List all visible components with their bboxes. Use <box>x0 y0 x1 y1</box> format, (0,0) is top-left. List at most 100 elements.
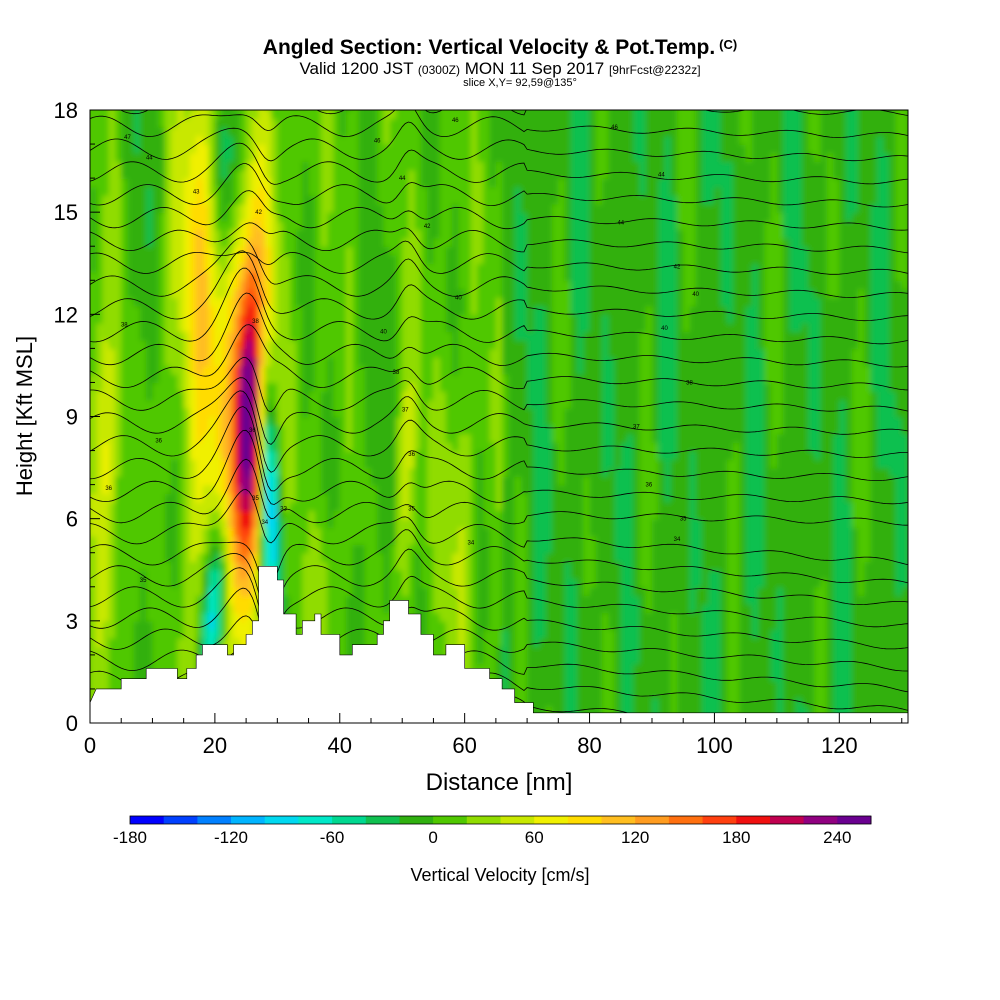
colorbar-swatch <box>702 816 737 824</box>
x-tick-label: 60 <box>452 733 476 758</box>
colorbar-swatch <box>399 816 434 824</box>
contour-label: 40 <box>380 329 387 335</box>
chart-title: Angled Section: Vertical Velocity & Pot.… <box>262 36 738 59</box>
contour-label: 35 <box>408 507 415 513</box>
theta-contour <box>90 267 908 345</box>
theta-contour <box>90 163 908 208</box>
colorbar-swatch <box>466 816 501 824</box>
colorbar-swatch <box>264 816 299 824</box>
colorbar-swatch <box>534 816 569 824</box>
colorbar-swatch <box>332 816 367 824</box>
contour-label: 40 <box>661 326 668 332</box>
contour-label: 36 <box>646 483 653 489</box>
theta-contour <box>90 429 908 505</box>
x-tick-label: 100 <box>696 733 733 758</box>
theta-contour <box>90 292 908 368</box>
colorbar-swatch <box>635 816 670 824</box>
colorbar-tick-label: 240 <box>823 828 851 847</box>
y-axis-label: Height [Kft MSL] <box>12 336 37 496</box>
theta-contour <box>90 567 908 636</box>
theta-contour <box>90 390 908 473</box>
contour-label: 43 <box>193 190 200 196</box>
theta-contour <box>90 250 908 322</box>
contour-label: 34 <box>468 541 475 547</box>
theta-contour <box>90 237 908 298</box>
velocity-field <box>90 110 908 723</box>
colorbar-swatch <box>601 816 636 824</box>
theta-contour <box>90 222 908 254</box>
contour-label: 38 <box>393 370 400 376</box>
contour-label: 36 <box>249 428 256 434</box>
x-tick-label: 40 <box>328 733 352 758</box>
colorbar-swatch <box>837 816 872 824</box>
valid-time-subtitle: Valid 1200 JST (0300Z) MON 11 Sep 2017 [… <box>299 59 701 78</box>
colorbar-swatch <box>567 816 603 824</box>
theta-contour <box>90 121 908 162</box>
contour-label: 40 <box>455 295 462 301</box>
contour-label: 42 <box>424 224 431 230</box>
contour-label: 34 <box>674 537 681 543</box>
x-tick-label: 120 <box>821 733 858 758</box>
theta-contour <box>90 548 908 617</box>
x-tick-label: 80 <box>577 733 601 758</box>
colorbar-swatch <box>500 816 535 824</box>
contour-label: 35 <box>680 517 687 523</box>
y-tick-label: 9 <box>66 405 78 430</box>
y-tick-label: 18 <box>54 98 78 123</box>
colorbar-swatch <box>433 816 468 824</box>
theta-contour <box>90 142 908 185</box>
colorbar-frame <box>129 815 872 825</box>
x-tick-label: 0 <box>84 733 96 758</box>
terrain <box>89 566 909 724</box>
colorbar-label: Vertical Velocity [cm/s] <box>410 865 589 885</box>
y-tick-label: 6 <box>66 507 78 532</box>
colorbar-swatch <box>668 816 704 824</box>
contour-label: 34 <box>261 520 268 526</box>
colorbar-swatch <box>163 816 198 824</box>
contour-label: 40 <box>692 292 699 298</box>
theta-contour <box>90 489 908 566</box>
colorbar-swatch <box>365 816 400 824</box>
theta-contour <box>90 406 908 492</box>
colorbar-swatch <box>803 816 838 824</box>
theta-contour <box>90 240 908 275</box>
contour-label: 37 <box>402 408 409 414</box>
contour-label: 46 <box>374 139 381 145</box>
y-tick-label: 3 <box>66 609 78 634</box>
colorbar-tick-label: -120 <box>214 828 248 847</box>
contour-label: 38 <box>686 380 693 386</box>
contour-label: 33 <box>280 507 287 513</box>
contour-label: 36 <box>408 452 415 458</box>
theta-contour <box>90 190 908 231</box>
contour-label: 36 <box>155 438 162 444</box>
contour-label: 38 <box>121 323 128 329</box>
contour-label: 44 <box>399 176 406 182</box>
contour-label: 35 <box>252 496 259 502</box>
theta-contour <box>90 377 908 445</box>
colorbar-tick-label: 120 <box>621 828 649 847</box>
contour-label: 36 <box>105 486 112 492</box>
y-tick-label: 15 <box>54 200 78 225</box>
theta-contour <box>90 529 908 590</box>
colorbar-tick-label: -60 <box>320 828 345 847</box>
colorbar-tick-label: -180 <box>113 828 147 847</box>
theta-contours <box>90 110 908 723</box>
contour-label: 44 <box>617 220 624 226</box>
colorbar-swatch <box>770 816 805 824</box>
theta-contour <box>90 110 908 138</box>
theta-contour <box>90 587 908 650</box>
contour-label: 44 <box>658 173 665 179</box>
colorbar-tick-label: 0 <box>428 828 437 847</box>
contour-label: 46 <box>611 125 618 131</box>
colorbar: -180 -120 -60 0 60 120 180 240 <box>113 815 872 847</box>
y-tick-label: 0 <box>66 711 78 736</box>
x-axis-label: Distance [nm] <box>426 769 573 796</box>
colorbar-swatch <box>736 816 771 824</box>
contour-labels: 47 44 43 42 38 36 36 35 38 36 35 34 33 46 44 42 40 40 38 37… <box>105 118 699 584</box>
colorbar-swatch <box>130 816 165 824</box>
colorbar-swatch <box>298 816 333 824</box>
contour-label: 44 <box>146 156 153 162</box>
colorbar-swatch <box>231 816 266 824</box>
